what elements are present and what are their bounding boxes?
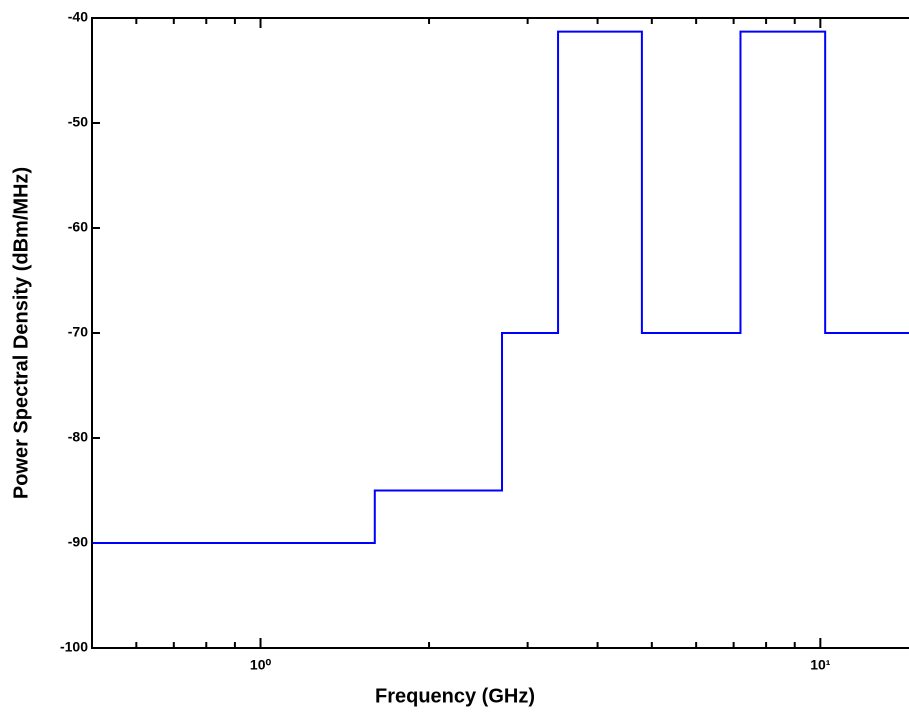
x-tick-label: 10¹ [810,657,831,673]
y-tick-label: -100 [60,639,88,655]
y-tick-label: -90 [68,534,88,550]
y-tick-label: -70 [68,324,88,340]
y-tick-label: -50 [68,114,88,130]
x-tick-label: 10⁰ [250,657,272,673]
x-axis-label: Frequency (GHz) [375,685,535,707]
plot-frame [91,17,909,649]
series-line [92,30,909,544]
y-axis-label: Power Spectral Density (dBm/MHz) [10,167,32,499]
y-tick-label: -80 [68,429,88,445]
y-tick-label: -40 [68,9,88,25]
y-tick-label: -60 [68,219,88,235]
